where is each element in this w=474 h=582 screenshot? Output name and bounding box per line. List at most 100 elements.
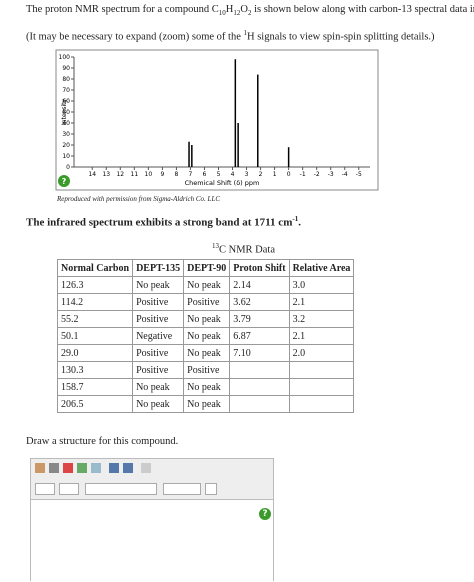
table-cell: 2.0: [288, 344, 355, 362]
tool[interactable]: [77, 463, 87, 473]
x-tick-label: -5: [356, 171, 362, 178]
table-row: 206.5 No peak No peak: [56, 395, 355, 413]
x-tick-label: -4: [342, 171, 348, 178]
text: is shown below along with carbon-13 spec…: [251, 4, 474, 15]
tool[interactable]: [123, 463, 133, 473]
table-cell: 3.0: [288, 276, 355, 294]
text: H: [225, 4, 234, 15]
x-tick-label: 3: [245, 171, 249, 178]
text: 12: [233, 9, 241, 18]
table-cell: 2.1: [288, 327, 355, 345]
table-row: 29.0 Positive No peak 7.10 2.0: [56, 344, 355, 362]
tool[interactable]: [63, 463, 73, 473]
chart: Intensity Chemical Shift (δ) ppm ? 01020…: [55, 49, 379, 191]
help-button[interactable]: [58, 175, 70, 187]
y-tick-label: 60: [62, 98, 70, 105]
intro: The proton NMR spectrum for a compound C…: [26, 4, 474, 17]
text: 1: [243, 29, 248, 37]
table-cell: 158.7: [56, 378, 134, 396]
toolbar-row: [35, 463, 155, 475]
x-tick-label: 8: [174, 171, 178, 178]
text: -1: [292, 215, 299, 223]
text: H signals to view spin-spin splitting de…: [247, 31, 435, 43]
table-cell: Positive: [132, 361, 185, 379]
text: 2: [247, 9, 252, 18]
table-cell: Proton Shift: [229, 259, 290, 277]
table-caption: 13C NMR Data: [212, 242, 275, 256]
y-tick-label: 10: [62, 153, 70, 160]
table-cell: 206.5: [56, 395, 134, 413]
table-row: 130.3 Positive Positive: [56, 361, 355, 379]
y-tick-label: 70: [62, 87, 70, 94]
help-text: ?: [62, 177, 67, 186]
x-tick-label: 9: [160, 171, 164, 178]
table-cell: Relative Area: [288, 259, 355, 277]
table-cell: Positive: [132, 344, 185, 362]
editor: ?: [30, 458, 274, 581]
table-row: 114.2 Positive Positive 3.62 2.1: [56, 293, 355, 311]
text: The proton NMR spectrum for a compound C: [26, 4, 219, 15]
table-cell: DEPT-135: [132, 259, 185, 277]
x-tick-label: -1: [300, 171, 306, 178]
tool[interactable]: [205, 483, 217, 495]
y-tick-label: 0: [66, 164, 70, 171]
table-cell: No peak: [183, 276, 231, 294]
table-cell: Positive: [132, 310, 185, 328]
x-tick-label: 7: [189, 171, 193, 178]
tool[interactable]: [163, 483, 201, 495]
table-row: 126.3 No peak No peak 2.14 3.0: [56, 276, 355, 294]
x-tick-label: 14: [88, 171, 96, 178]
x-tick-label: 4: [231, 171, 235, 178]
table-cell: Positive: [183, 361, 231, 379]
table-cell: No peak: [132, 276, 185, 294]
table-cell: [229, 378, 290, 396]
table-cell: 3.2: [288, 310, 355, 328]
text: 10: [218, 9, 226, 18]
tool[interactable]: [59, 483, 79, 495]
table-cell: Positive: [132, 293, 185, 311]
table-cell: No peak: [183, 310, 231, 328]
text: (It may be necessary to expand (zoom) so…: [26, 31, 244, 43]
table-row: 55.2 Positive No peak 3.79 3.2: [56, 310, 355, 328]
table-row: 50.1 Negative No peak 6.87 2.1: [56, 327, 355, 345]
table-cell: No peak: [132, 378, 185, 396]
y-tick-label: 30: [62, 131, 70, 138]
table-cell: No peak: [183, 344, 231, 362]
y-tick-label: 50: [62, 109, 70, 116]
table-cell: [288, 378, 355, 396]
x-tick-label: 13: [102, 171, 110, 178]
table-cell: 3.62: [229, 293, 290, 311]
toolbar-row: [35, 483, 217, 495]
y-tick-label: 20: [62, 142, 70, 149]
help-button[interactable]: ?: [259, 508, 271, 520]
tool[interactable]: [49, 463, 59, 473]
tool[interactable]: [85, 483, 157, 495]
table-cell: 126.3: [56, 276, 134, 294]
y-tick-label: 100: [59, 54, 71, 61]
x-tick-label: 1: [273, 171, 277, 178]
table-row: Normal Carbon DEPT-135 DEPT-90 Proton Shift…: [56, 259, 355, 277]
text: C NMR Data: [219, 244, 275, 256]
x-tick-label: 0: [287, 171, 291, 178]
y-tick-label: 90: [62, 65, 70, 72]
table-cell: 29.0: [56, 344, 134, 362]
tool[interactable]: [35, 463, 45, 473]
x-tick-label: 10: [145, 171, 153, 178]
chart-frame: [55, 49, 379, 191]
text: The infrared spectrum exhibits a strong …: [26, 216, 293, 229]
x-tick-label: -3: [328, 171, 334, 178]
canvas[interactable]: ?: [31, 499, 273, 581]
tool[interactable]: [91, 463, 101, 473]
c13-table: Normal Carbon DEPT-135 DEPT-90 Proton Shift…: [56, 259, 355, 413]
text: .: [298, 216, 301, 229]
tool[interactable]: [109, 463, 119, 473]
table-cell: No peak: [183, 395, 231, 413]
x-tick-label: -2: [314, 171, 320, 178]
table-cell: 2.14: [229, 276, 290, 294]
table-cell: No peak: [132, 395, 185, 413]
x-tick-label: 11: [131, 171, 139, 178]
x-tick-label: 12: [116, 171, 124, 178]
tool[interactable]: [35, 483, 55, 495]
note: (It may be necessary to expand (zoom) so…: [26, 29, 435, 43]
tool[interactable]: [141, 463, 151, 473]
